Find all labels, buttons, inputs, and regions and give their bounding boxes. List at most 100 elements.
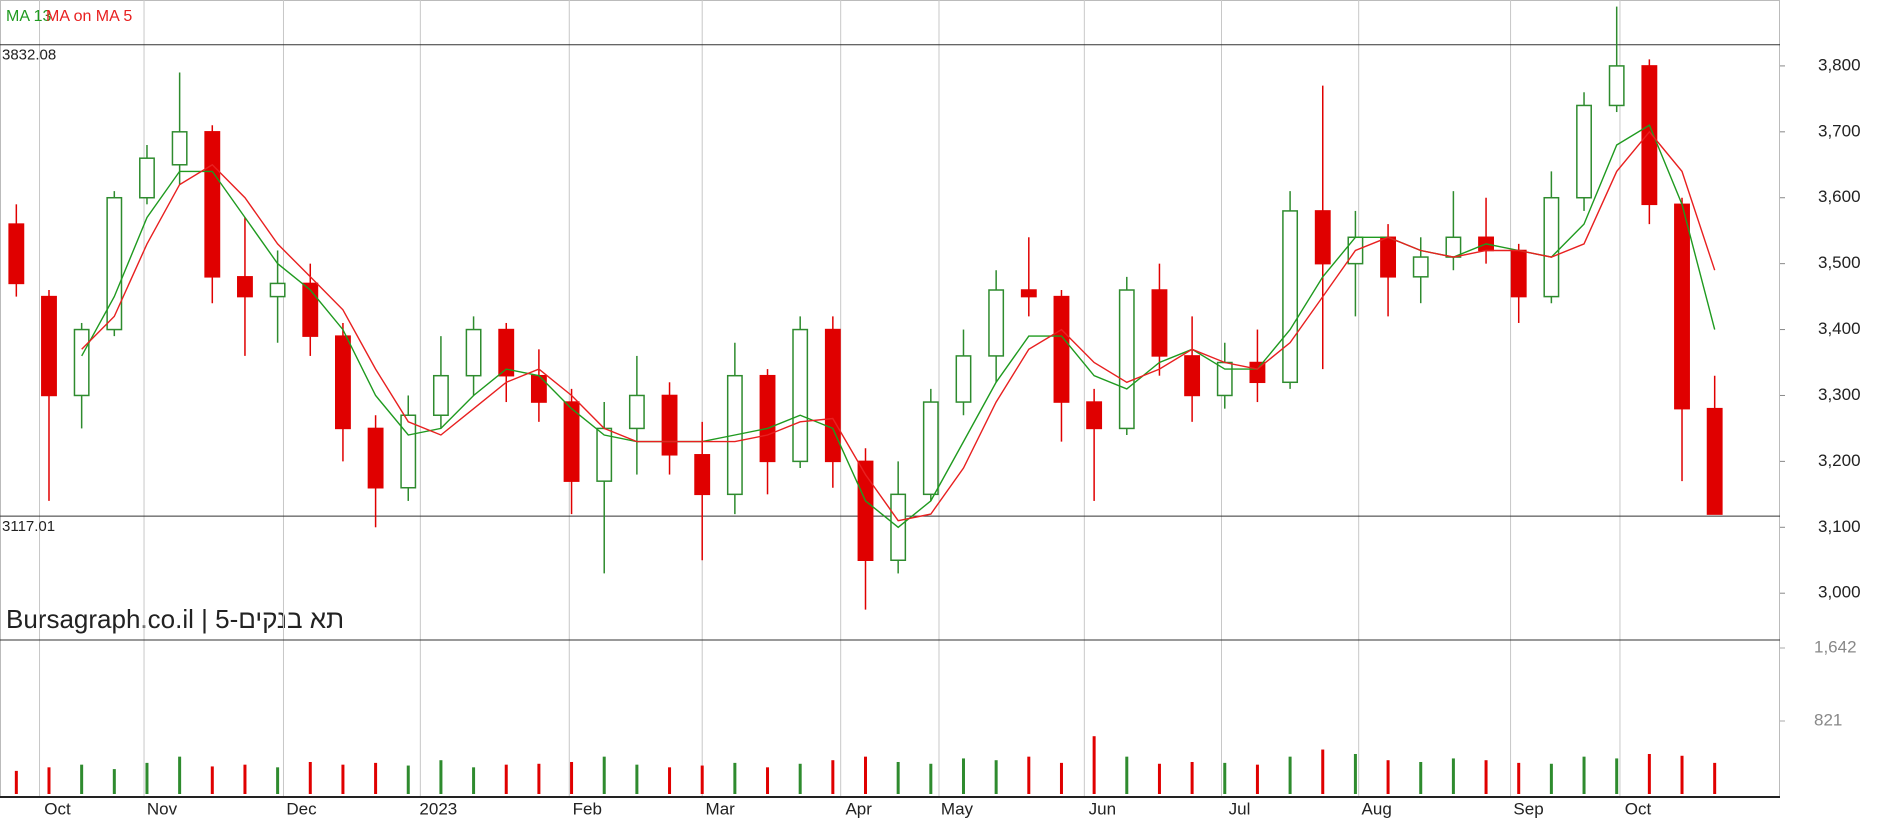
volume-bar <box>145 762 149 794</box>
candle-body <box>563 401 580 482</box>
legend-entry: MA on MA 5 <box>46 8 132 25</box>
reference-label: 3832.08 <box>2 47 56 64</box>
y-tick-label: 3,800 <box>1818 55 1861 74</box>
x-tick-label: Jul <box>1229 799 1251 818</box>
candle-body <box>1445 236 1462 258</box>
y-tick-label: 3,300 <box>1818 385 1861 404</box>
volume-bar <box>570 761 574 794</box>
candle-body <box>8 223 25 285</box>
candle-body <box>335 335 351 430</box>
candle-body <box>204 131 221 278</box>
candle-body <box>1314 210 1331 265</box>
candle-body <box>1576 104 1592 199</box>
volume-bar <box>406 765 410 794</box>
plot-frame <box>0 0 1780 797</box>
volume-bar <box>210 766 214 794</box>
candle-body <box>1412 256 1429 278</box>
volume-bar <box>504 764 508 794</box>
x-tick-label: Dec <box>286 799 317 818</box>
y-tick-label: 3,500 <box>1818 253 1861 272</box>
volume-bar <box>14 770 18 794</box>
volume-bar <box>1157 763 1161 794</box>
candle-body <box>237 276 253 298</box>
volume-bar <box>1027 756 1031 794</box>
x-tick-label: Feb <box>573 799 602 818</box>
volume-bar <box>1582 756 1586 794</box>
volume-bar <box>700 765 704 794</box>
volume-bar <box>1353 753 1357 794</box>
volume-bar <box>961 758 965 794</box>
volume-bar <box>1647 753 1651 794</box>
volume-bar <box>537 763 541 794</box>
volume-bar <box>1255 764 1259 794</box>
candle-body <box>988 289 1005 357</box>
chart-title: Bursagraph.co.il | תא בנקים-5 <box>6 604 344 634</box>
volume-bar <box>1484 760 1488 794</box>
x-tick-label: Oct <box>1625 799 1652 818</box>
volume-bar <box>1615 758 1619 794</box>
candle-body <box>759 374 776 463</box>
y-tick-label: 3,100 <box>1818 517 1861 536</box>
candle-body <box>302 282 319 337</box>
candle-body <box>1053 295 1070 403</box>
volume-bar <box>1223 762 1227 794</box>
candle-body <box>498 328 515 377</box>
candle-body <box>171 131 188 166</box>
volume-bar <box>178 756 182 794</box>
y-tick-label: 3,200 <box>1818 451 1861 470</box>
candle-body <box>792 328 809 463</box>
volume-bar <box>1419 761 1423 794</box>
volume-bar <box>994 760 998 794</box>
y-tick-label: 3,700 <box>1818 121 1861 140</box>
x-tick-label: Jun <box>1089 799 1116 818</box>
candle-body <box>1086 401 1103 430</box>
candle-body <box>857 460 874 561</box>
candle-body <box>1118 289 1135 430</box>
candle-body <box>1184 355 1201 397</box>
volume-bar <box>276 767 280 794</box>
candle-body <box>367 427 384 489</box>
volume-bar <box>243 764 247 794</box>
volume-bar <box>1713 762 1717 794</box>
legend-entry: MA 13 <box>6 8 51 25</box>
candle-body <box>661 394 678 456</box>
volume-bar <box>1190 761 1194 794</box>
volume-bar <box>47 767 51 794</box>
x-tick-label: Mar <box>706 799 736 818</box>
x-tick-label: Apr <box>845 799 872 818</box>
candle-body <box>400 414 417 489</box>
volume-bar <box>1386 760 1390 794</box>
candle-body <box>269 282 286 298</box>
candle-body <box>1020 289 1037 298</box>
candle-body <box>1543 196 1560 298</box>
volume-bar <box>1451 758 1455 794</box>
volume-bar <box>341 764 345 794</box>
candle-body <box>530 374 547 403</box>
volume-tick-label: 1,642 <box>1814 637 1857 656</box>
candle-body <box>1151 289 1168 357</box>
candle-body <box>1249 361 1266 384</box>
y-tick-label: 3,600 <box>1818 187 1861 206</box>
candle-body <box>41 295 57 397</box>
volume-bar <box>1680 755 1684 794</box>
x-tick-label: May <box>941 799 974 818</box>
candle-body <box>432 374 449 416</box>
y-tick-label: 3,000 <box>1818 583 1861 602</box>
candle-body <box>465 328 482 377</box>
volume-bar <box>733 762 737 794</box>
volume-bar <box>112 769 116 794</box>
volume-bar <box>1517 762 1521 794</box>
candle-body <box>1380 236 1397 278</box>
x-tick-label: Oct <box>44 799 71 818</box>
candle-body <box>1216 361 1233 397</box>
volume-bar <box>798 763 802 794</box>
candle-body <box>106 196 123 331</box>
volume-bar <box>1059 762 1063 794</box>
volume-bar <box>439 760 443 794</box>
candle-body <box>955 355 972 403</box>
x-tick-label: 2023 <box>419 799 457 818</box>
volume-bar <box>929 763 933 794</box>
candle-body <box>1608 65 1625 107</box>
volume-bar <box>374 762 378 794</box>
